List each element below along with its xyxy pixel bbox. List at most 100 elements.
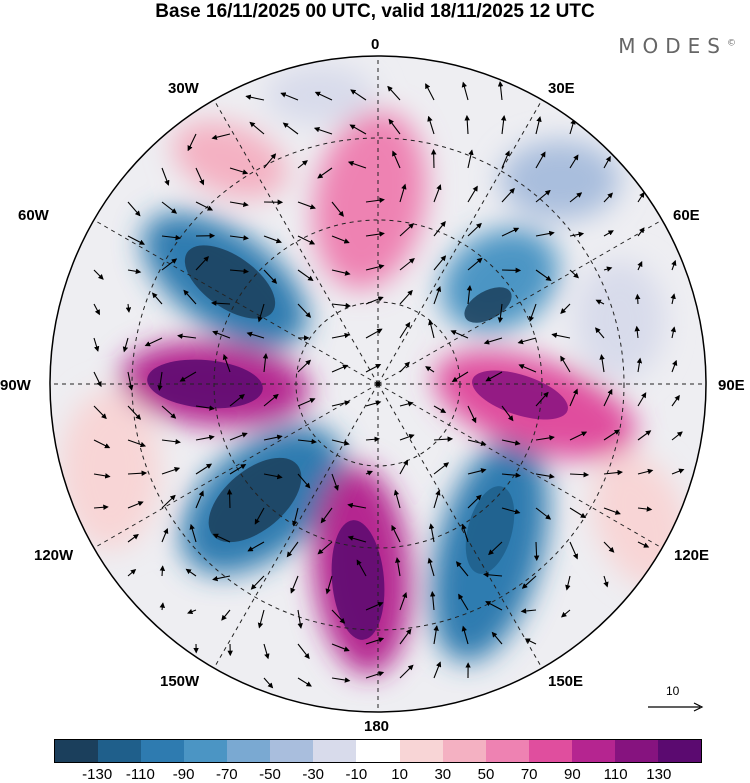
wind-vector — [222, 353, 231, 373]
wind-vector — [671, 431, 683, 441]
wind-vector — [331, 269, 351, 276]
wind-vector — [195, 490, 204, 509]
wind-vector — [331, 473, 339, 491]
wind-vector — [535, 507, 552, 520]
wind-vector — [144, 337, 163, 347]
wind-vector — [535, 391, 549, 407]
wind-vector — [637, 430, 652, 441]
meridian-line — [377, 383, 544, 671]
wind-vector — [177, 333, 197, 339]
wind-vector — [595, 299, 605, 305]
wind-vector — [497, 303, 504, 323]
wind-vector — [179, 371, 197, 382]
wind-vector — [535, 435, 555, 441]
wind-vector — [399, 223, 415, 237]
wind-vector — [399, 401, 414, 407]
wind-vector — [467, 222, 482, 237]
wind-vector — [127, 235, 145, 245]
colorbar-segment — [270, 740, 314, 762]
wind-vector — [466, 285, 473, 305]
wind-vector — [297, 201, 316, 210]
wind-vector — [467, 149, 474, 169]
wind-vector — [210, 300, 231, 306]
wind-vector — [399, 628, 412, 645]
wind-vector — [185, 568, 197, 577]
wind-vector — [603, 469, 623, 476]
wind-vector — [603, 388, 613, 407]
wind-vector — [161, 234, 181, 241]
copyright-mark: © — [727, 38, 736, 49]
wind-vector — [297, 643, 310, 660]
wind-vector — [520, 608, 537, 614]
wind-vector — [263, 269, 278, 284]
wind-vector — [212, 330, 231, 339]
colorbar-tick-label: -70 — [215, 766, 238, 783]
wind-vector — [297, 235, 316, 245]
wind-vector — [161, 258, 178, 271]
colorbar-segment — [614, 740, 658, 762]
wind-vector — [433, 184, 442, 203]
wind-vector — [365, 328, 383, 339]
lon-label-90e: 90E — [718, 377, 745, 394]
meridian-line — [377, 218, 665, 385]
wind-vector — [387, 85, 401, 101]
lon-label-150w: 150W — [160, 673, 200, 690]
wind-vector — [393, 489, 401, 509]
wind-vector — [569, 118, 576, 135]
wind-vector — [286, 541, 299, 558]
lon-label-30w: 30W — [168, 80, 199, 97]
wind-vector — [161, 494, 176, 509]
colorbar-tick-label: 30 — [434, 766, 452, 783]
colorbar-segment — [98, 740, 142, 762]
wind-vector — [451, 371, 469, 382]
colorbar-tick-label: -10 — [345, 766, 368, 783]
colorbar-segment — [184, 740, 228, 762]
wind-vector — [521, 575, 537, 589]
wind-vector — [331, 439, 350, 446]
wind-vector — [637, 191, 645, 203]
wind-vector — [229, 167, 249, 175]
colorbar-segment — [227, 740, 271, 762]
wind-vector — [603, 155, 611, 169]
wind-vector — [670, 326, 677, 339]
wind-vector — [461, 625, 469, 645]
wind-vector — [603, 541, 615, 553]
wind-vector — [670, 293, 676, 305]
wind-vector — [331, 677, 351, 683]
wind-vector — [127, 268, 142, 275]
wind-vector — [517, 337, 537, 345]
wind-vector — [428, 319, 435, 339]
colorbar-tick-label: 90 — [564, 766, 581, 783]
wind-vector — [195, 463, 213, 475]
wind-vector — [433, 661, 442, 679]
wind-vector — [127, 533, 139, 543]
wind-vector — [433, 221, 446, 237]
wind-vector — [467, 185, 478, 203]
wind-vector — [483, 337, 503, 345]
wind-vector — [533, 541, 540, 562]
wind-vector — [246, 331, 265, 339]
wind-vector — [603, 192, 613, 203]
wind-vector — [280, 92, 299, 101]
wind-vector — [433, 436, 454, 442]
colorbar-segment — [571, 740, 615, 762]
wind-vector — [93, 473, 111, 479]
wind-vector — [229, 463, 247, 475]
wind-vector — [569, 541, 578, 560]
wind-vector — [331, 643, 350, 652]
wind-vector — [93, 439, 111, 449]
wind-vector — [501, 439, 521, 446]
wind-vector — [159, 602, 166, 611]
wind-vector — [569, 269, 580, 279]
wind-vector — [518, 364, 537, 373]
wind-vector — [634, 293, 641, 305]
wind-vector — [127, 568, 137, 577]
wind-vector — [254, 507, 265, 525]
wind-vector — [636, 357, 643, 373]
wind-vector — [603, 429, 620, 441]
wind-vector — [262, 353, 269, 373]
wind-vector — [399, 258, 415, 271]
wind-vector — [501, 472, 522, 478]
wind-vector — [297, 160, 308, 169]
